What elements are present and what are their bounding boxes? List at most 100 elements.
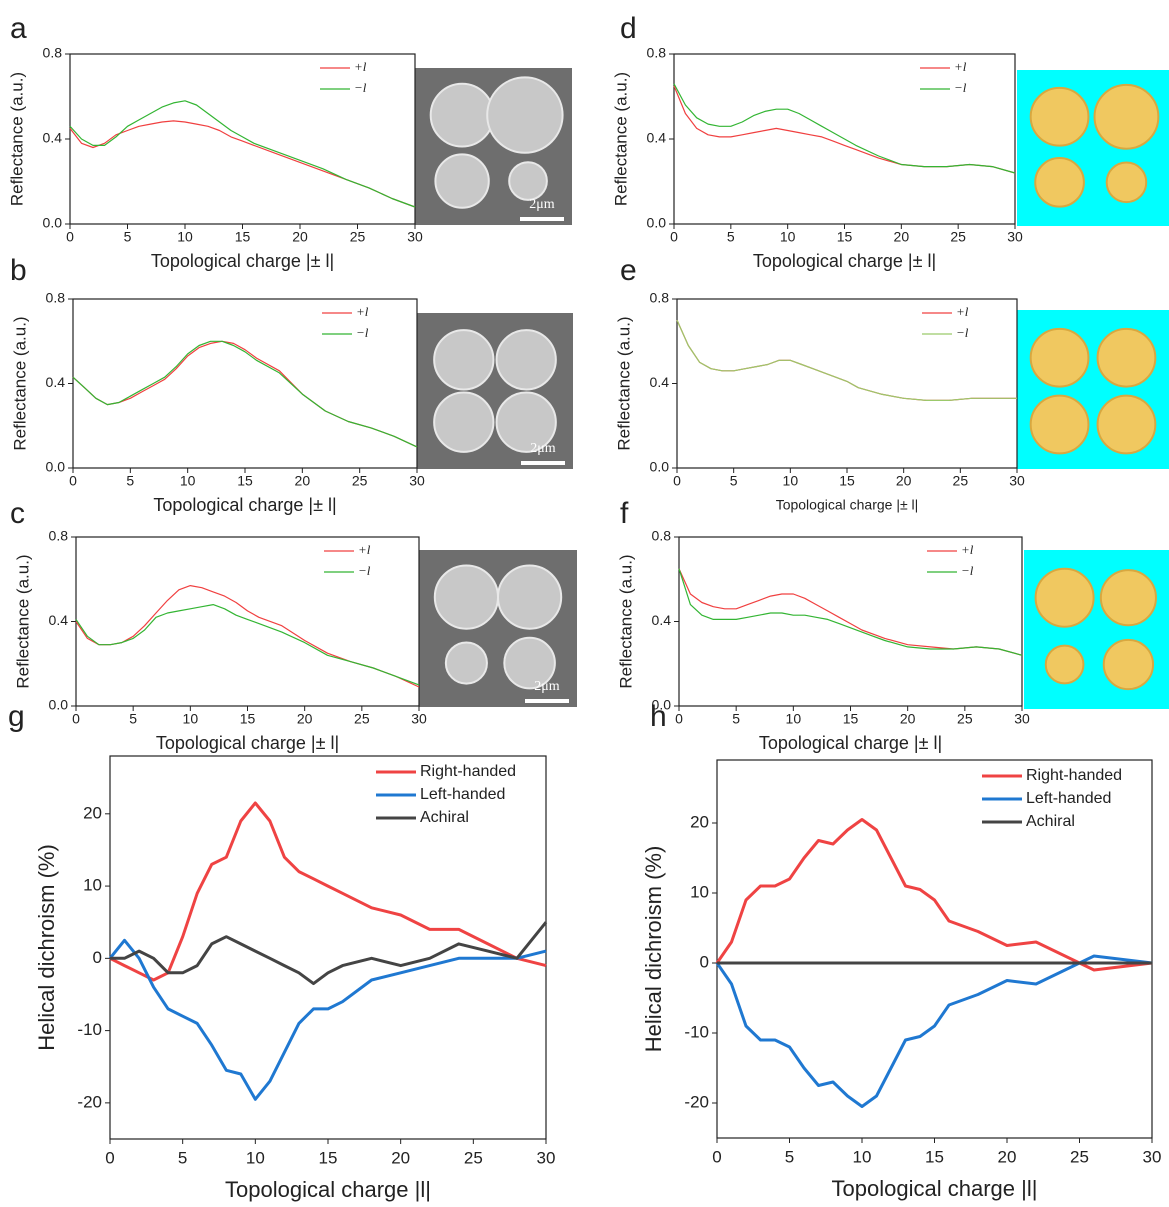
- x-tick-label: 5: [730, 473, 738, 489]
- scale-bar-label: 2μm: [529, 197, 555, 212]
- panel-label: f: [620, 497, 629, 530]
- particle: [496, 564, 563, 630]
- y-tick-label: 0.4: [49, 612, 69, 628]
- series-line: [673, 85, 1016, 174]
- legend-label: −l: [354, 80, 367, 95]
- x-tick-label: 10: [246, 1148, 265, 1167]
- x-tick-label: 25: [1070, 1147, 1089, 1166]
- x-tick-label: 15: [843, 711, 859, 727]
- y-tick-label: 0.0: [46, 459, 66, 475]
- series-line: [678, 568, 1023, 656]
- x-tick-label: 10: [177, 229, 193, 245]
- legend-label: Achiral: [1026, 813, 1075, 830]
- y-tick-label: 0.4: [43, 130, 63, 146]
- y-tick-label: 10: [83, 876, 102, 895]
- panel-label: e: [620, 254, 637, 287]
- legend-label: −l: [956, 325, 969, 340]
- y-tick-label: 0.4: [652, 612, 672, 628]
- legend-label: Right-handed: [420, 763, 516, 780]
- legend-label: +l: [954, 59, 967, 74]
- panel-label: h: [650, 700, 667, 733]
- x-tick-label: 30: [537, 1148, 556, 1167]
- series-line: [72, 340, 418, 448]
- x-tick-label: 10: [183, 711, 199, 727]
- particle: [429, 82, 495, 148]
- particle: [1096, 394, 1157, 455]
- x-axis-label: Topological charge |± l|: [759, 733, 942, 753]
- x-tick-label: 20: [292, 229, 308, 245]
- y-tick-label: 0.4: [647, 130, 667, 146]
- x-tick-label: 5: [126, 473, 134, 489]
- particle: [1093, 83, 1160, 150]
- x-tick-label: 10: [853, 1147, 872, 1166]
- x-tick-label: 0: [673, 473, 681, 489]
- series-line: [75, 604, 420, 686]
- legend-label: +l: [356, 304, 369, 319]
- x-tick-label: 20: [894, 229, 910, 245]
- x-axis-label: Topological charge |± l|: [776, 497, 919, 513]
- panel-label: c: [10, 497, 25, 530]
- legend-label: −l: [961, 563, 974, 578]
- legend-label: +l: [358, 542, 371, 557]
- y-tick-label: 0.4: [650, 374, 670, 390]
- series-line: [678, 568, 1023, 656]
- y-tick-label: 0.8: [49, 528, 69, 544]
- x-tick-label: 25: [354, 711, 370, 727]
- particle: [1102, 638, 1155, 691]
- x-tick-label: 5: [732, 711, 740, 727]
- particle: [434, 153, 490, 209]
- x-axis-label: Topological charge |± l|: [151, 251, 334, 271]
- y-tick-label: 0.0: [49, 697, 69, 713]
- x-tick-label: 30: [1143, 1147, 1162, 1166]
- series-line: [75, 585, 420, 688]
- x-tick-label: 20: [896, 473, 912, 489]
- panel-label: d: [620, 12, 637, 45]
- y-tick-label: 0: [93, 948, 102, 967]
- x-tick-label: 30: [1009, 473, 1025, 489]
- x-tick-label: 25: [350, 229, 366, 245]
- x-tick-label: 25: [464, 1148, 483, 1167]
- series-line: [69, 100, 416, 208]
- scale-bar-label: 2μm: [530, 441, 556, 456]
- particle: [1099, 569, 1157, 627]
- legend-label: +l: [956, 304, 969, 319]
- x-tick-label: 10: [783, 473, 799, 489]
- y-axis-label: Reflectance (a.u.): [10, 316, 29, 450]
- x-tick-label: 15: [240, 711, 256, 727]
- particle: [1029, 327, 1090, 388]
- x-tick-label: 30: [407, 229, 423, 245]
- legend-label: Left-handed: [1026, 790, 1111, 807]
- x-tick-label: 5: [785, 1147, 794, 1166]
- particle: [433, 391, 495, 453]
- legend-label: Achiral: [420, 809, 469, 826]
- plot-frame: [109, 755, 547, 1140]
- series-line: [108, 938, 547, 1101]
- particle: [433, 329, 495, 391]
- particle: [1105, 161, 1148, 204]
- x-tick-label: 20: [998, 1147, 1017, 1166]
- particle: [444, 641, 488, 685]
- x-axis-label: Topological charge |l|: [225, 1177, 431, 1202]
- y-tick-label: 10: [690, 882, 709, 901]
- series-line: [673, 83, 1016, 174]
- y-tick-label: 0.0: [652, 697, 672, 713]
- legend-label: −l: [358, 563, 371, 578]
- y-axis-label: Reflectance (a.u.): [13, 554, 32, 688]
- x-tick-label: 15: [839, 473, 855, 489]
- y-tick-label: 0: [700, 952, 709, 971]
- y-tick-label: 0.0: [647, 215, 667, 231]
- x-tick-label: 15: [837, 229, 853, 245]
- particle: [433, 564, 499, 630]
- scale-bar-label: 2μm: [534, 679, 560, 694]
- particle: [495, 391, 557, 453]
- y-tick-label: 0.8: [650, 290, 670, 306]
- y-tick-label: -20: [77, 1092, 102, 1111]
- legend-label: −l: [356, 325, 369, 340]
- y-tick-label: 0.4: [46, 374, 66, 390]
- y-tick-label: 0.8: [647, 45, 667, 61]
- particle: [1096, 327, 1157, 388]
- x-tick-label: 15: [925, 1147, 944, 1166]
- x-tick-label: 10: [780, 229, 796, 245]
- y-tick-label: 20: [83, 803, 102, 822]
- x-tick-label: 5: [124, 229, 132, 245]
